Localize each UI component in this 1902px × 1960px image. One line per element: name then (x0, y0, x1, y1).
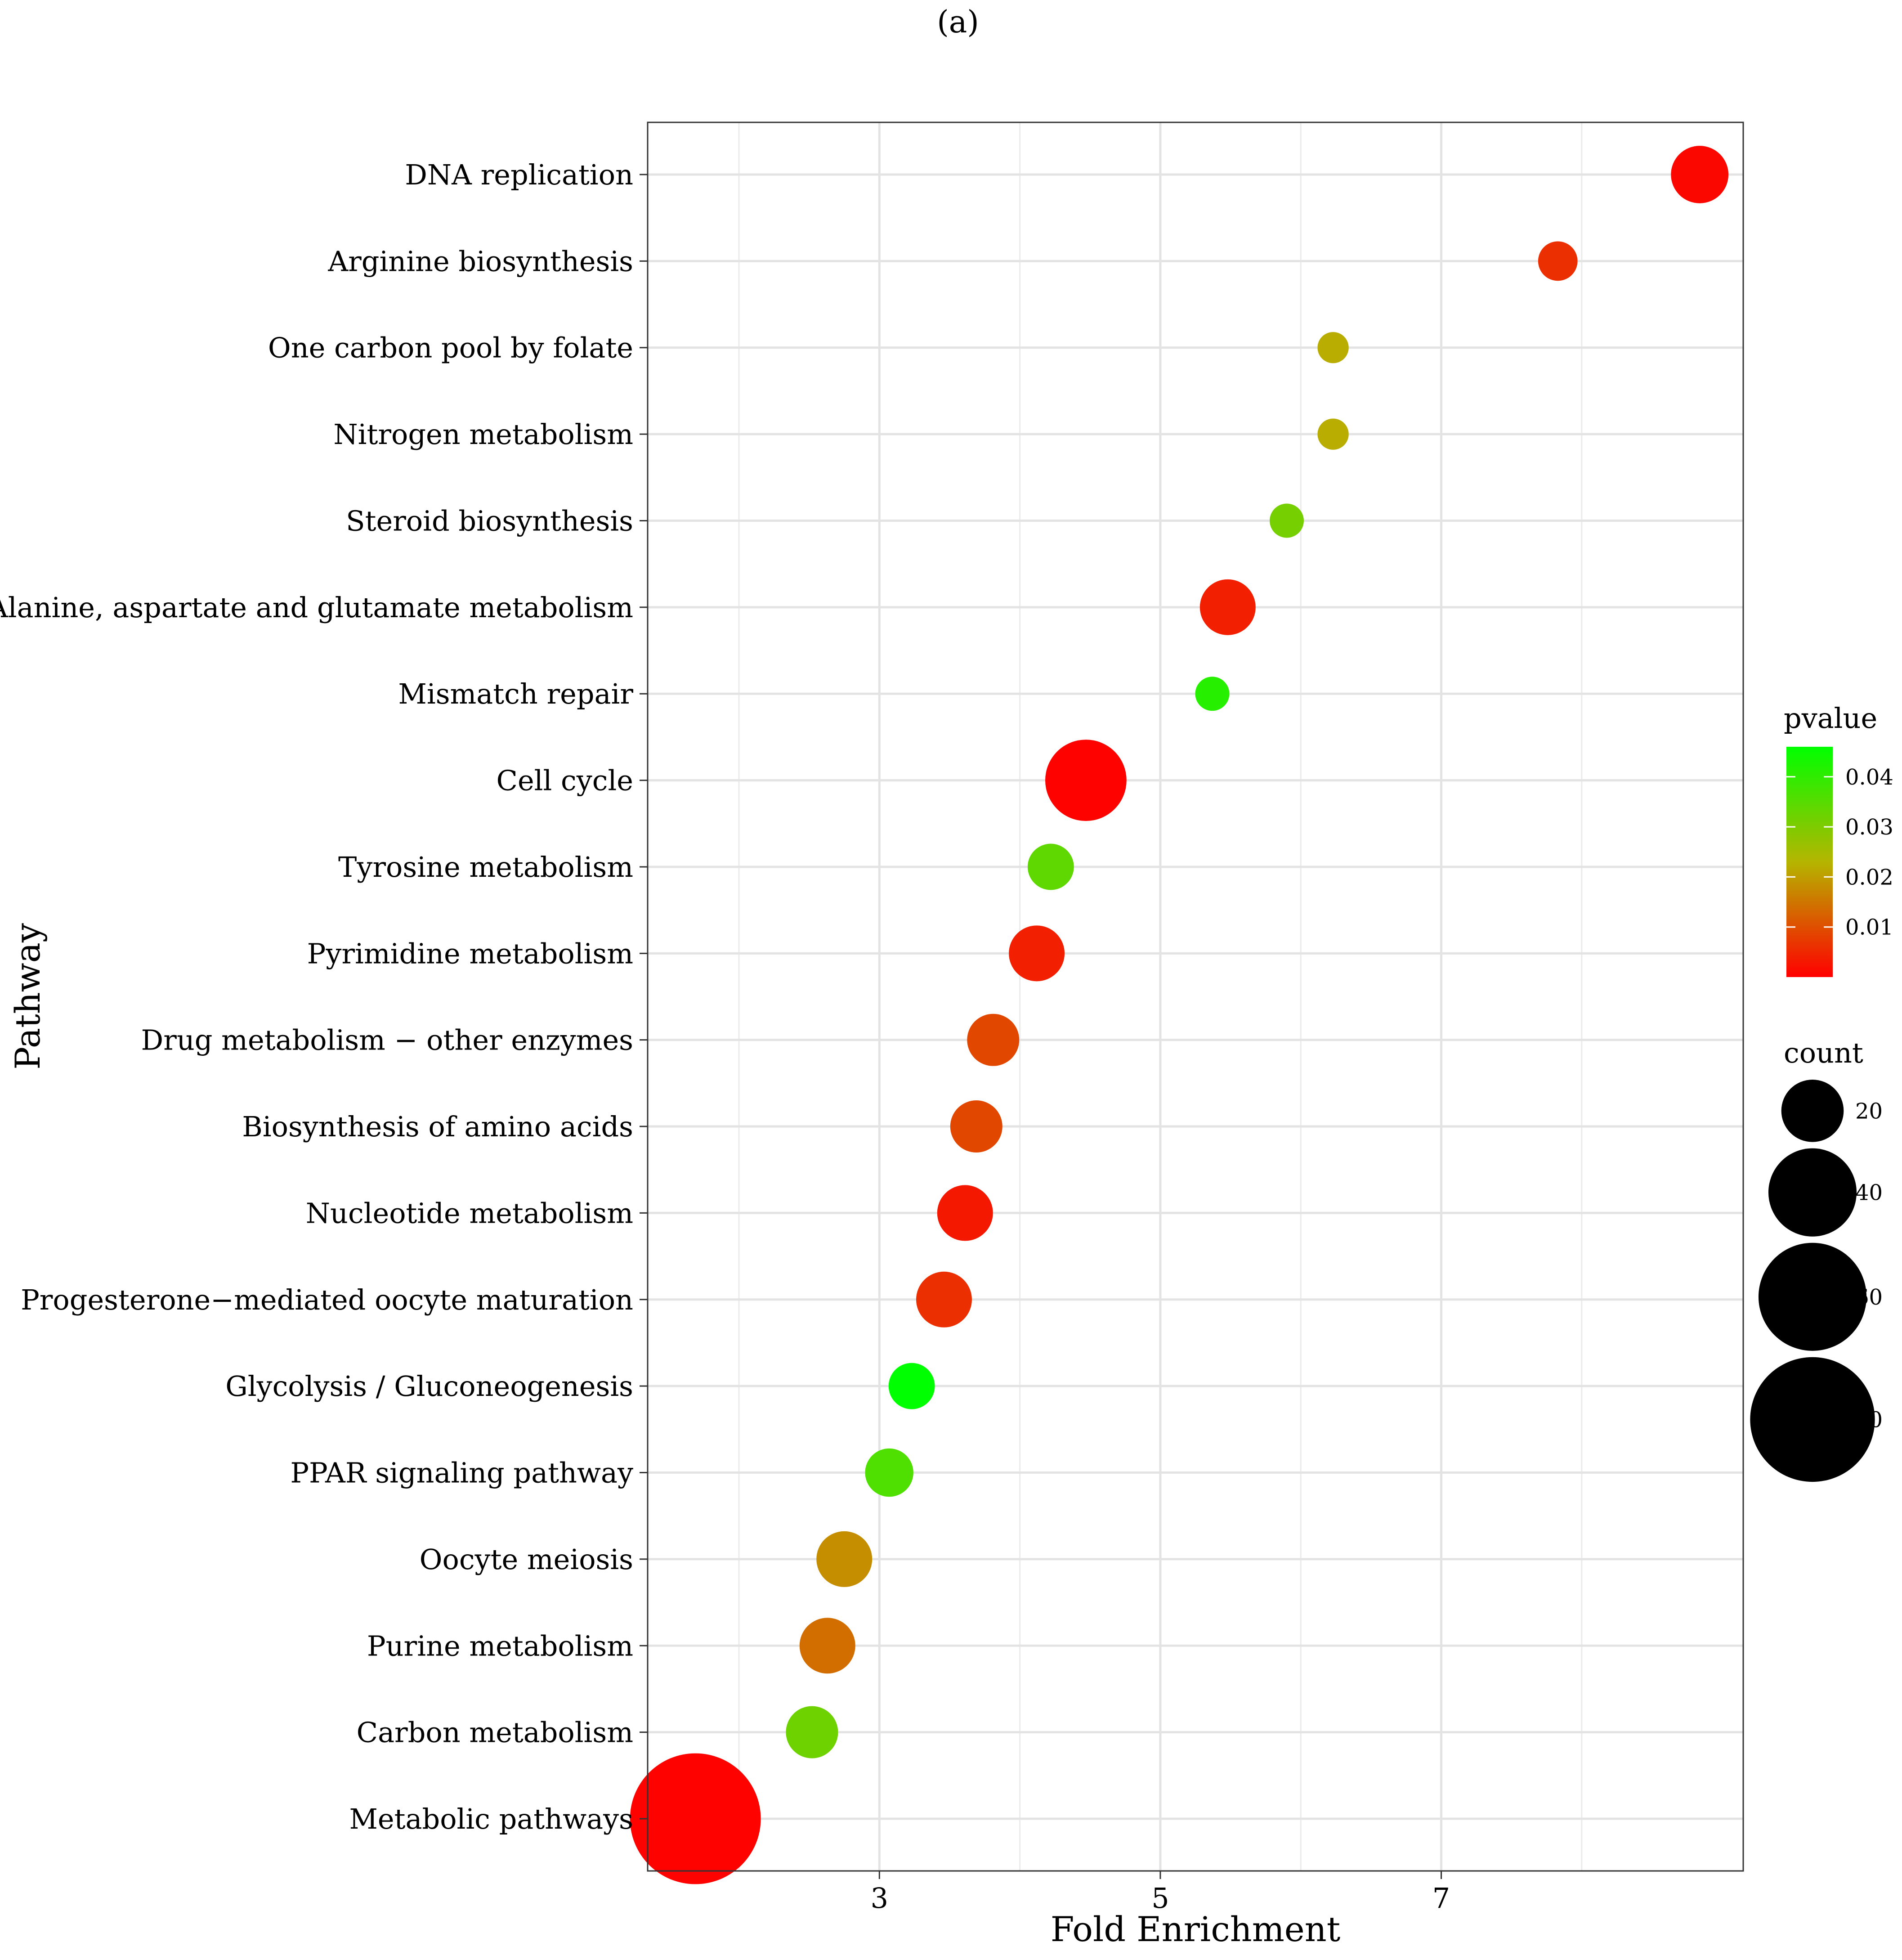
panel-border (647, 121, 1744, 1872)
y-tick-label: Cell cycle (497, 764, 634, 797)
data-points (630, 146, 1729, 1884)
y-axis-title: Pathway (8, 923, 48, 1070)
count-legend-label: 60 (1855, 1285, 1883, 1310)
count-legend-circle (1758, 1242, 1867, 1351)
colorbar-tick-label: 0.01 (1845, 915, 1893, 940)
data-point (786, 1706, 838, 1758)
y-tick-label: One carbon pool by folate (268, 332, 633, 364)
count-legend: count 20 40 60 80 (1750, 1036, 1883, 1482)
y-tick-label: Pyrimidine metabolism (307, 937, 633, 970)
y-tick-label: Glycolysis / Gluconeogenesis (225, 1370, 633, 1403)
data-point (1538, 241, 1578, 281)
data-point (1317, 418, 1349, 450)
data-point (950, 1100, 1002, 1153)
data-point (816, 1531, 873, 1587)
y-tick-label: PPAR signaling pathway (290, 1457, 633, 1489)
pvalue-legend-title: pvalue (1784, 702, 1877, 735)
y-tick-label: Alanine, aspartate and glutamate metabol… (0, 591, 633, 624)
count-legend-label: 40 (1855, 1180, 1883, 1206)
data-point (1671, 146, 1729, 203)
y-tick-label: Tyrosine metabolism (338, 851, 633, 884)
data-point (630, 1753, 761, 1884)
data-point (888, 1363, 935, 1409)
data-point (1045, 740, 1127, 821)
y-axis: Metabolic pathways Carbon metabolism Purin… (0, 158, 648, 1835)
y-tick-label: Arginine biosynthesis (327, 245, 633, 278)
y-tick-label: Steroid biosynthesis (346, 504, 633, 537)
y-tick-label: Metabolic pathways (349, 1803, 633, 1835)
x-tick-label: 3 (871, 1882, 888, 1915)
data-point (1009, 925, 1065, 982)
data-point (1317, 332, 1349, 363)
y-tick-label: Carbon metabolism (357, 1716, 633, 1749)
y-tick-label: Drug metabolism − other enzymes (141, 1024, 633, 1057)
data-point (799, 1618, 855, 1674)
x-axis-title: Fold Enrichment (1051, 1909, 1341, 1949)
pvalue-legend: pvalue 0.04 0.03 0.02 0.01 (1784, 702, 1893, 977)
data-point (1270, 503, 1304, 538)
y-tick-label: Mismatch repair (398, 677, 633, 710)
colorbar-tick-label: 0.02 (1845, 865, 1893, 890)
count-legend-circle (1768, 1148, 1857, 1237)
grid-lines (648, 122, 1743, 1871)
plot-panel (630, 121, 1744, 1884)
count-legend-circle (1781, 1080, 1844, 1142)
x-tick-label: 5 (1151, 1882, 1169, 1915)
y-tick-label: DNA replication (405, 158, 633, 191)
x-axis: 3 5 7 (871, 1871, 1450, 1915)
panel-label: (a) (937, 4, 979, 40)
pvalue-legend-ticks: 0.04 0.03 0.02 0.01 (1786, 765, 1893, 940)
pvalue-colorbar (1786, 747, 1833, 977)
y-tick-label: Progesterone−mediated oocyte maturation (21, 1283, 633, 1316)
data-point (1195, 677, 1230, 711)
y-tick-label: Nitrogen metabolism (333, 418, 633, 451)
y-tick-label: Nucleotide metabolism (306, 1197, 633, 1229)
data-point (967, 1014, 1020, 1066)
x-tick-label: 7 (1432, 1882, 1450, 1915)
data-point (937, 1185, 993, 1241)
data-point (916, 1271, 972, 1328)
count-legend-label: 80 (1855, 1407, 1883, 1432)
y-tick-label: Oocyte meiosis (420, 1543, 633, 1576)
data-point (1027, 843, 1074, 890)
panel-background (648, 122, 1743, 1871)
data-point (1199, 579, 1256, 635)
data-point (865, 1448, 913, 1497)
y-tick-label: Biosynthesis of amino acids (242, 1110, 633, 1143)
count-legend-title: count (1784, 1036, 1863, 1069)
colorbar-tick-label: 0.04 (1845, 765, 1893, 790)
colorbar-tick-label: 0.03 (1845, 815, 1893, 840)
count-legend-items: 20 40 60 80 (1750, 1080, 1883, 1482)
count-legend-circle (1750, 1357, 1875, 1482)
y-tick-label: Purine metabolism (367, 1629, 633, 1662)
count-legend-label: 20 (1855, 1099, 1883, 1124)
